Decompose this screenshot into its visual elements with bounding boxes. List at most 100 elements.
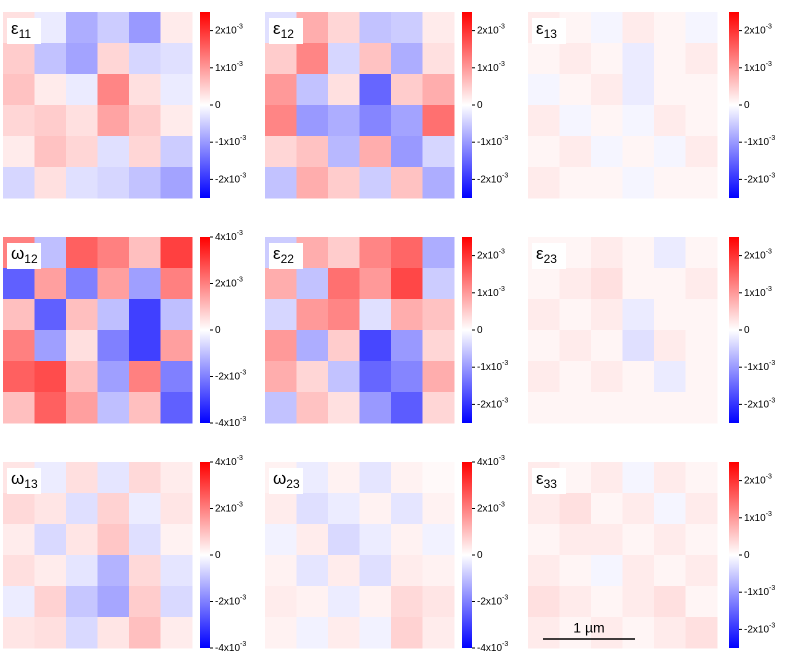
heatmap-cell (97, 12, 130, 44)
label-subscript: 11 (19, 27, 32, 41)
tick-exponent: -3 (766, 286, 772, 293)
heatmap-cell (685, 167, 718, 199)
heatmap-cell (328, 237, 360, 269)
colorbar-tick-label: 2x10-3 (744, 473, 772, 486)
heatmap-cell (328, 268, 360, 300)
heatmap-cell (391, 74, 423, 106)
heatmap-cell (591, 12, 623, 44)
tick-exponent: -3 (769, 135, 775, 142)
label-background (7, 18, 41, 44)
tick-mantissa: -2x10 (744, 174, 769, 185)
heatmap-cell (654, 268, 686, 300)
colorbar-tick-label: 4x10-3 (477, 455, 505, 468)
heatmap-cell (34, 74, 67, 106)
colorbar-tick-label: -1x10-3 (215, 135, 246, 148)
colorbar (200, 462, 210, 648)
heatmap-cell (97, 586, 130, 618)
heatmap-cell (591, 361, 623, 393)
heatmap-cell (160, 43, 193, 75)
tick-mantissa: -1x10 (215, 137, 240, 148)
heatmap-cell (685, 330, 718, 362)
tick-mantissa: 1x10 (744, 287, 766, 298)
heatmap-cell (328, 493, 360, 525)
colorbar-tick-label: 0 (215, 100, 221, 111)
heatmap-cell (422, 74, 455, 106)
tick-mantissa: 1x10 (477, 62, 499, 73)
colorbar-tick-label: -2x10-3 (215, 172, 246, 185)
heatmap-cell (34, 330, 67, 362)
heatmap-cell (654, 493, 686, 525)
heatmap-cell (591, 268, 623, 300)
heatmap-cell (265, 493, 297, 525)
colorbar-tick-label: 2x10-3 (215, 23, 243, 36)
heatmap-cell (66, 299, 98, 331)
heatmap-cell (160, 12, 193, 44)
heatmap-cell (622, 361, 655, 393)
tick-mantissa: 2x10 (215, 503, 237, 514)
colorbar-tick-label: 2x10-3 (215, 276, 243, 289)
tick-mantissa: 4x10 (215, 457, 237, 468)
heatmap-cell (265, 74, 297, 106)
colorbar-tick-label: -2x10-3 (215, 369, 246, 382)
tick-exponent: -3 (766, 23, 772, 30)
heatmap-cell (359, 105, 392, 137)
tick-mantissa: -2x10 (477, 399, 502, 410)
tick-mantissa: -2x10 (477, 596, 502, 607)
label-background (269, 468, 303, 494)
heatmap-cell (654, 330, 686, 362)
heatmap-cell (685, 586, 718, 618)
heatmap-cell (685, 524, 718, 556)
heatmap-cell (66, 555, 98, 587)
tick-exponent: -3 (499, 455, 505, 462)
heatmap-cell (34, 299, 67, 331)
heatmap-cell (559, 136, 592, 168)
heatmap-cell (591, 524, 623, 556)
heatmap-cell (296, 330, 329, 362)
tick-mantissa: 2x10 (477, 25, 499, 36)
heatmap-cell (160, 237, 193, 269)
heatmap-cell (160, 524, 193, 556)
heatmap-cell (265, 361, 297, 393)
heatmap-cell (654, 586, 686, 618)
tick-mantissa: 2x10 (744, 25, 766, 36)
tick-mantissa: 1x10 (215, 62, 237, 73)
heatmap-cell (559, 586, 592, 618)
tick-mantissa: 1x10 (744, 512, 766, 523)
heatmap-cell (654, 167, 686, 199)
label-background (269, 18, 303, 44)
tick-value: 0 (215, 100, 221, 111)
heatmap-cell (559, 299, 592, 331)
heatmap-cell (296, 617, 329, 649)
heatmap-cell (129, 167, 161, 199)
tick-value: 0 (744, 100, 750, 111)
heatmap-cell (328, 105, 360, 137)
heatmap-cell (97, 493, 130, 525)
heatmap-cell (66, 12, 98, 44)
heatmap-cell (328, 43, 360, 75)
heatmap-cell (328, 555, 360, 587)
heatmap-cell (160, 105, 193, 137)
heatmap-cell (559, 268, 592, 300)
heatmap-cell (391, 268, 423, 300)
tick-exponent: -3 (499, 61, 505, 68)
heatmap-cell (359, 586, 392, 618)
heatmap-cell (559, 524, 592, 556)
heatmap-cell (391, 105, 423, 137)
heatmap-cell (97, 617, 130, 649)
heatmap-cell (591, 299, 623, 331)
heatmap-cell (528, 555, 560, 587)
tick-value: 0 (477, 325, 483, 336)
colorbar-tick-label: 2x10-3 (477, 248, 505, 261)
heatmap-cell (591, 136, 623, 168)
heatmap-cell (3, 361, 35, 393)
heatmap-cell (66, 361, 98, 393)
heatmap-cell (129, 136, 161, 168)
heatmap-cell (685, 392, 718, 424)
tick-exponent: -3 (502, 172, 508, 179)
heatmap-cell (265, 555, 297, 587)
heatmap-cell (685, 136, 718, 168)
colorbar-tick-label: -1x10-3 (744, 135, 775, 148)
colorbar-tick-label: 0 (477, 325, 483, 336)
